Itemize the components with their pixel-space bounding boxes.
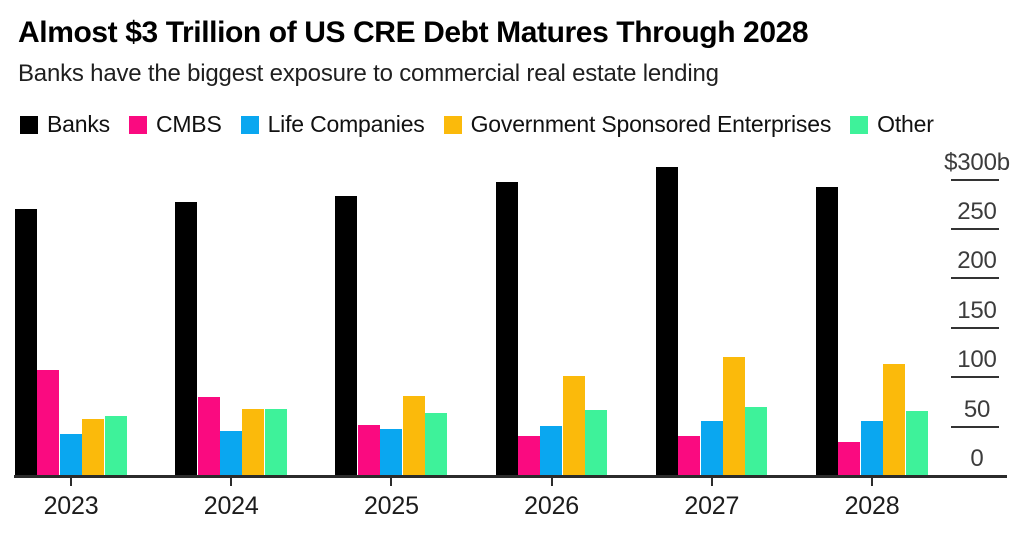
bar-government-sponsored-enterprises-2025 <box>402 395 425 476</box>
bar-banks-2027 <box>655 166 678 476</box>
y-axis-label: 0 <box>970 445 984 472</box>
y-axis-label: 250 <box>957 197 997 225</box>
bar-other-2024 <box>264 408 287 476</box>
bar-cmbs-2025 <box>357 424 380 476</box>
legend-item-government-sponsored-enterprises: Government Sponsored Enterprises <box>443 111 832 138</box>
y-axis-label: 150 <box>957 296 997 324</box>
chart-subtitle: Banks have the biggest exposure to comme… <box>18 60 719 87</box>
bar-government-sponsored-enterprises-2027 <box>723 357 745 476</box>
bar-life-companies-2025 <box>380 428 403 476</box>
bar-other-2023 <box>104 415 127 476</box>
bar-other-2025 <box>425 412 447 476</box>
x-axis-tick <box>230 476 233 486</box>
bar-other-2026 <box>585 409 608 476</box>
bar-other-2028 <box>905 410 928 476</box>
x-axis-tick <box>70 476 72 486</box>
x-axis-tick <box>550 476 553 486</box>
bar-life-companies-2026 <box>540 425 563 476</box>
legend-item-other: Other <box>850 111 934 138</box>
bar-cmbs-2024 <box>197 396 220 476</box>
y-axis-label: $300b <box>944 148 1010 176</box>
legend-swatch-icon <box>128 115 147 134</box>
legend-item-life-companies: Life Companies <box>240 111 425 138</box>
bar-banks-2025 <box>335 196 358 476</box>
legend-label: CMBS <box>155 111 222 137</box>
legend-swatch-icon <box>443 115 462 134</box>
legend-swatch-icon <box>850 115 869 134</box>
bar-government-sponsored-enterprises-2028 <box>883 364 906 476</box>
x-axis-label-2028: 2028 <box>844 492 900 520</box>
legend-swatch-icon <box>240 115 259 134</box>
bar-banks-2026 <box>495 182 518 476</box>
plot-area: 2023 2024 2025 2026 2027 2028 $300b 250 200 150 10… <box>0 148 1024 534</box>
bar-cmbs-2028 <box>838 442 861 476</box>
y-axis-tick <box>951 326 999 329</box>
x-axis-tick <box>871 476 873 486</box>
x-axis-label-2027: 2027 <box>684 492 740 520</box>
x-axis-label-2025: 2025 <box>363 492 419 520</box>
chart-title: Almost $3 Trillion of US CRE Debt Mature… <box>18 16 809 49</box>
bar-life-companies-2024 <box>220 430 242 476</box>
y-axis-label: 200 <box>957 247 997 275</box>
legend-item-banks: Banks <box>20 111 110 138</box>
y-axis-label: 100 <box>957 346 997 374</box>
bar-life-companies-2023 <box>59 434 82 476</box>
y-axis-tick <box>951 425 999 428</box>
x-axis-label-2026: 2026 <box>524 492 579 520</box>
y-axis-tick <box>951 376 999 379</box>
bar-government-sponsored-enterprises-2023 <box>82 418 105 476</box>
bar-cmbs-2023 <box>37 370 60 476</box>
bar-government-sponsored-enterprises-2026 <box>562 376 585 476</box>
legend-swatch-icon <box>20 115 38 134</box>
bar-cmbs-2026 <box>518 436 540 476</box>
x-axis-label-2023: 2023 <box>43 492 99 520</box>
bar-life-companies-2027 <box>700 420 723 476</box>
legend-item-cmbs: CMBS <box>128 111 222 138</box>
bar-life-companies-2028 <box>860 420 883 476</box>
bar-cmbs-2027 <box>678 436 701 476</box>
legend: Banks CMBS Life Companies Government Sponso… <box>20 111 934 138</box>
y-axis-tick <box>951 227 999 230</box>
y-axis-tick <box>951 178 999 181</box>
bar-other-2027 <box>745 406 768 476</box>
legend-label: Banks <box>47 111 110 137</box>
bar-banks-2024 <box>175 202 198 476</box>
legend-label: Other <box>877 111 934 137</box>
x-axis-label-2024: 2024 <box>203 492 259 520</box>
x-axis-tick <box>390 476 393 486</box>
legend-label: Government Sponsored Enterprises <box>470 111 832 137</box>
bar-banks-2028 <box>816 187 838 476</box>
x-axis-line <box>14 475 1007 478</box>
y-axis-tick <box>951 277 999 280</box>
bar-government-sponsored-enterprises-2024 <box>242 408 265 476</box>
x-axis-tick <box>710 476 713 486</box>
legend-label: Life Companies <box>267 111 425 137</box>
bar-banks-2023 <box>15 209 37 476</box>
y-axis-label: 50 <box>963 395 991 423</box>
